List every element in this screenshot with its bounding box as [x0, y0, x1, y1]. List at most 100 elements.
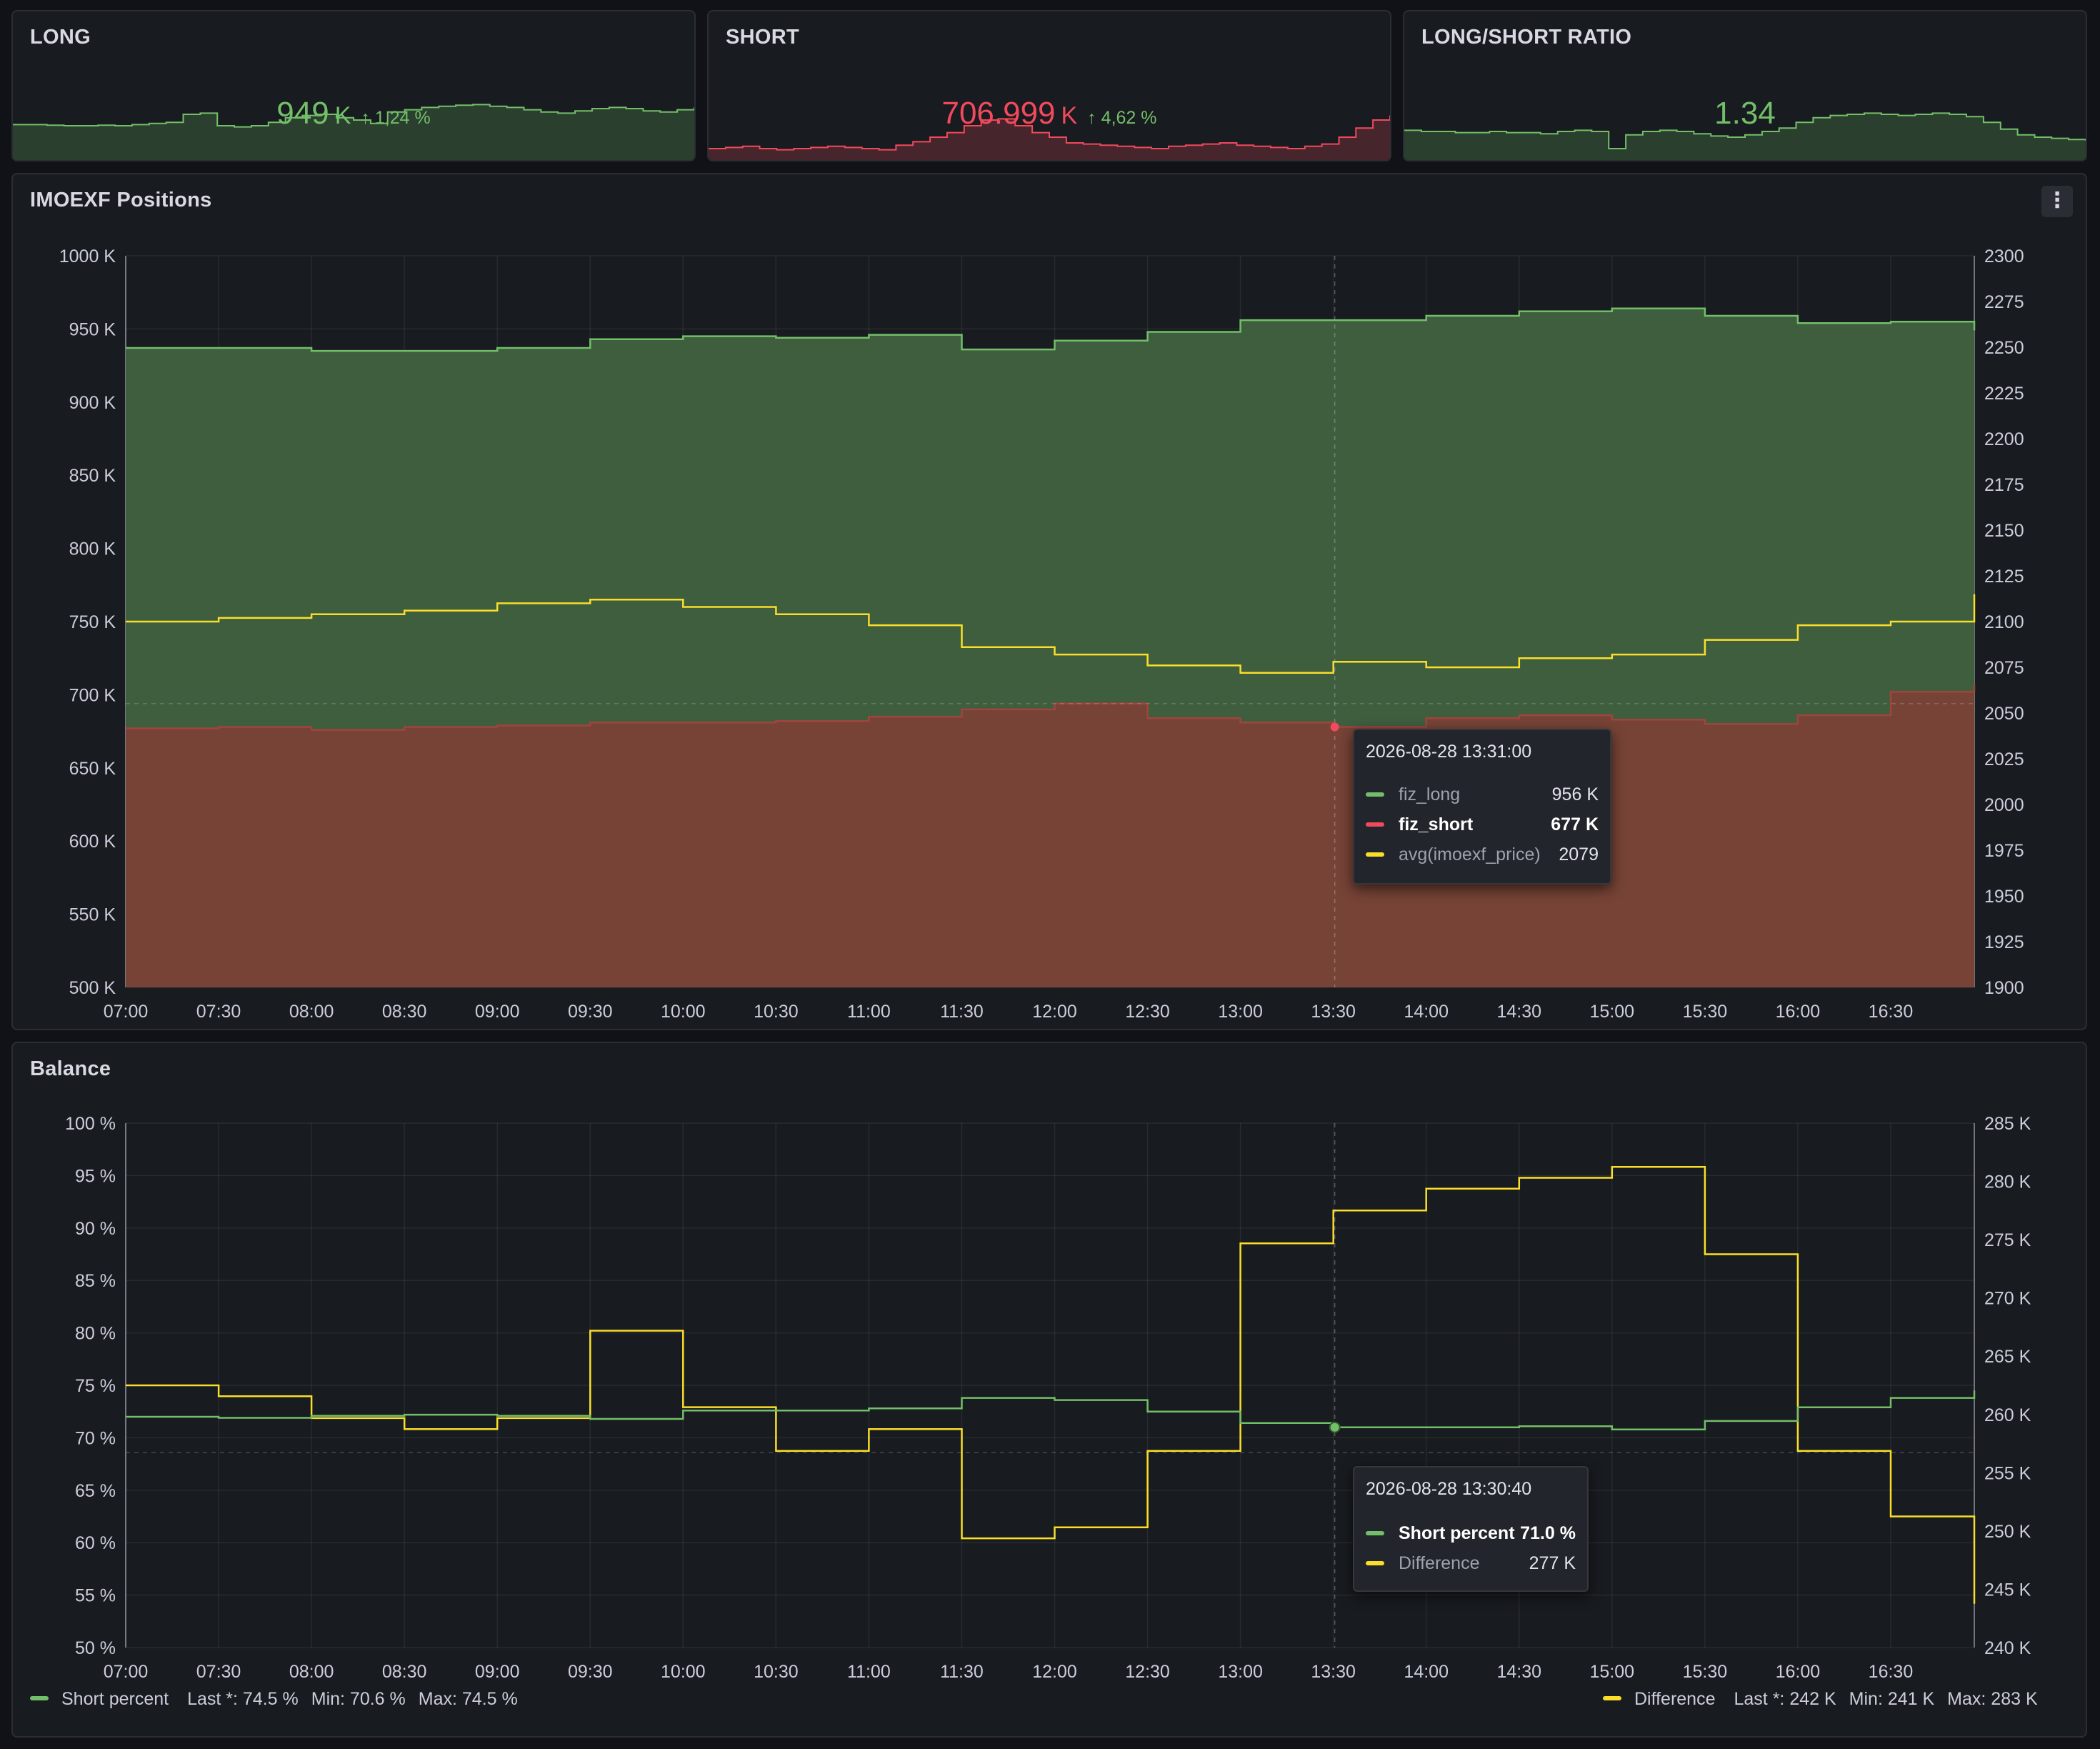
- hover-point: [1330, 722, 1339, 732]
- x-tick-label: 13:00: [1218, 1662, 1263, 1682]
- x-tick-label: 09:30: [568, 1002, 613, 1022]
- tooltip-row-short-percent: Short percent 71.0 %: [1366, 1520, 1576, 1546]
- y2-tick-label: 260 K: [1984, 1405, 2031, 1425]
- x-tick-label: 13:30: [1311, 1002, 1356, 1022]
- y-tick-label: 90 %: [75, 1219, 116, 1239]
- y2-tick-label: 2250: [1984, 338, 2024, 358]
- ratio-stat-panel[interactable]: LONG/SHORT RATIO 1.34: [1403, 10, 2087, 161]
- y2-tick-label: 2225: [1984, 384, 2024, 404]
- tooltip-row-price: avg(imoexf_price) 2079: [1366, 842, 1599, 867]
- y-tick-label: 95 %: [75, 1166, 116, 1186]
- y2-tick-label: 250 K: [1984, 1522, 2031, 1542]
- series-color-swatch: [1366, 792, 1384, 797]
- x-tick-label: 15:30: [1683, 1002, 1728, 1022]
- x-tick-label: 12:30: [1125, 1662, 1170, 1682]
- long-stat-panel[interactable]: LONG 949 K ↑ 1,24 %: [11, 10, 696, 161]
- x-tick-label: 15:00: [1590, 1662, 1635, 1682]
- y2-tick-label: 2200: [1984, 429, 2024, 449]
- legend-difference[interactable]: Difference Last *: 242 K Min: 241 K Max: 28…: [1603, 1689, 2038, 1710]
- tooltip-row-fiz-short: fiz_short 677 K: [1366, 812, 1599, 837]
- balance-chart[interactable]: 07:00 07:30 08:00 08:30 09:00 09:30 10:00 10:30…: [13, 1043, 2087, 1738]
- x-tick-label: 11:00: [847, 1002, 891, 1022]
- x-tick-label: 09:00: [475, 1002, 520, 1022]
- y2-tick-label: 2075: [1984, 658, 2024, 678]
- y2-tick-label: 240 K: [1984, 1638, 2031, 1658]
- short-percent-line: [126, 1390, 1976, 1430]
- grid: [125, 1122, 1974, 1648]
- series-color-swatch: [1603, 1696, 1621, 1701]
- x-tick-label: 14:30: [1496, 1662, 1541, 1682]
- legend-short-percent[interactable]: Short percent Last *: 74.5 % Min: 70.6 % Ma…: [30, 1689, 518, 1710]
- y2-tick-label: 1925: [1984, 932, 2024, 952]
- series-color-swatch: [1366, 822, 1384, 827]
- kebab-menu-icon: ⋮: [2046, 189, 2068, 212]
- balance-panel[interactable]: Balance 07:00 07:30 08:00 08:30 09:00 09:30 10…: [11, 1042, 2087, 1738]
- short-stat-title: SHORT: [726, 26, 799, 49]
- balance-tooltip: 2026-08-28 13:30:40 Short percent 71.0 %…: [1353, 1466, 1589, 1592]
- x-tick-label: 10:00: [661, 1662, 706, 1682]
- x-tick-label: 08:30: [382, 1002, 427, 1022]
- tooltip-row-fiz-long: fiz_long 956 K: [1366, 782, 1599, 807]
- y-tick-label: 100 %: [65, 1114, 116, 1134]
- long-sparkline: [13, 104, 694, 160]
- short-stat-panel[interactable]: SHORT 706.999 K ↑ 4,62 %: [707, 10, 1391, 161]
- long-stat-title: LONG: [30, 26, 91, 49]
- sparkline-line: [13, 104, 694, 128]
- x-tick-label: 14:00: [1404, 1662, 1449, 1682]
- x-tick-label: 13:30: [1311, 1662, 1356, 1682]
- arrow-up-icon: ↑: [361, 108, 370, 128]
- long-stat-value: 949: [276, 96, 329, 131]
- x-tick-label: 07:30: [196, 1002, 241, 1022]
- y-tick-label: 500 K: [69, 978, 116, 998]
- series-color-swatch: [1366, 852, 1384, 857]
- x-tick-label: 16:30: [1869, 1002, 1914, 1022]
- panel-menu-button[interactable]: ⋮: [2041, 186, 2073, 217]
- positions-tooltip: 2026-08-28 13:31:00 fiz_long 956 K fiz_s…: [1353, 729, 1611, 885]
- y-tick-label: 80 %: [75, 1324, 116, 1344]
- fiz-long-line: [126, 307, 1976, 352]
- x-tick-label: 14:30: [1496, 1002, 1541, 1022]
- short-stat-value: 706.999: [941, 96, 1056, 131]
- x-tick-label: 14:00: [1404, 1002, 1449, 1022]
- x-tick-label: 15:00: [1590, 1002, 1635, 1022]
- y-tick-label: 60 %: [75, 1533, 116, 1553]
- series-color-swatch: [1366, 1561, 1384, 1565]
- y2-tick-label: 1975: [1984, 841, 2024, 861]
- tooltip-time: 2026-08-28 13:30:40: [1366, 1479, 1532, 1499]
- x-tick-label: 15:30: [1683, 1662, 1728, 1682]
- x-tick-label: 10:30: [754, 1002, 799, 1022]
- short-sparkline: [709, 115, 1390, 160]
- x-tick-label: 07:00: [104, 1662, 149, 1682]
- x-tick-label: 12:30: [1125, 1002, 1170, 1022]
- x-tick-label: 12:00: [1032, 1662, 1077, 1682]
- x-tick-label: 07:30: [196, 1662, 241, 1682]
- x-tick-label: 16:00: [1776, 1002, 1821, 1022]
- difference-line: [126, 1165, 1976, 1604]
- balance-panel-title: Balance: [30, 1057, 111, 1080]
- y2-tick-label: 1900: [1984, 978, 2024, 998]
- y-tick-label: 900 K: [69, 393, 116, 413]
- y2-tick-label: 265 K: [1984, 1347, 2031, 1367]
- x-tick-label: 09:30: [568, 1662, 613, 1682]
- y-tick-label: 65 %: [75, 1481, 116, 1501]
- sparkline-line: [709, 115, 1390, 151]
- y-tick-label: 55 %: [75, 1586, 116, 1606]
- y-tick-label: 600 K: [69, 832, 116, 852]
- y2-tick-label: 255 K: [1984, 1463, 2031, 1483]
- y2-tick-label: 2000: [1984, 795, 2024, 815]
- x-tick-label: 10:00: [661, 1002, 706, 1022]
- x-tick-label: 09:00: [475, 1662, 520, 1682]
- y2-tick-label: 280 K: [1984, 1172, 2031, 1192]
- x-tick-label: 07:00: [104, 1002, 149, 1022]
- y-tick-label: 50 %: [75, 1638, 116, 1658]
- x-tick-label: 08:00: [289, 1662, 334, 1682]
- positions-panel[interactable]: IMOEXF Positions ⋮ 07:00 07:30 08:00 08:30 0…: [11, 173, 2087, 1030]
- y-tick-label: 75 %: [75, 1376, 116, 1396]
- arrow-up-icon: ↑: [1087, 108, 1096, 128]
- y-tick-label: 70 %: [75, 1428, 116, 1448]
- sparkline-area: [13, 104, 694, 160]
- positions-chart[interactable]: 07:00 07:30 08:00 08:30 09:00 09:30 10:00 10:30…: [13, 174, 2087, 1030]
- x-tick-label: 11:30: [940, 1662, 984, 1682]
- y2-tick-label: 2175: [1984, 475, 2024, 495]
- sparkline-line: [1404, 112, 2086, 149]
